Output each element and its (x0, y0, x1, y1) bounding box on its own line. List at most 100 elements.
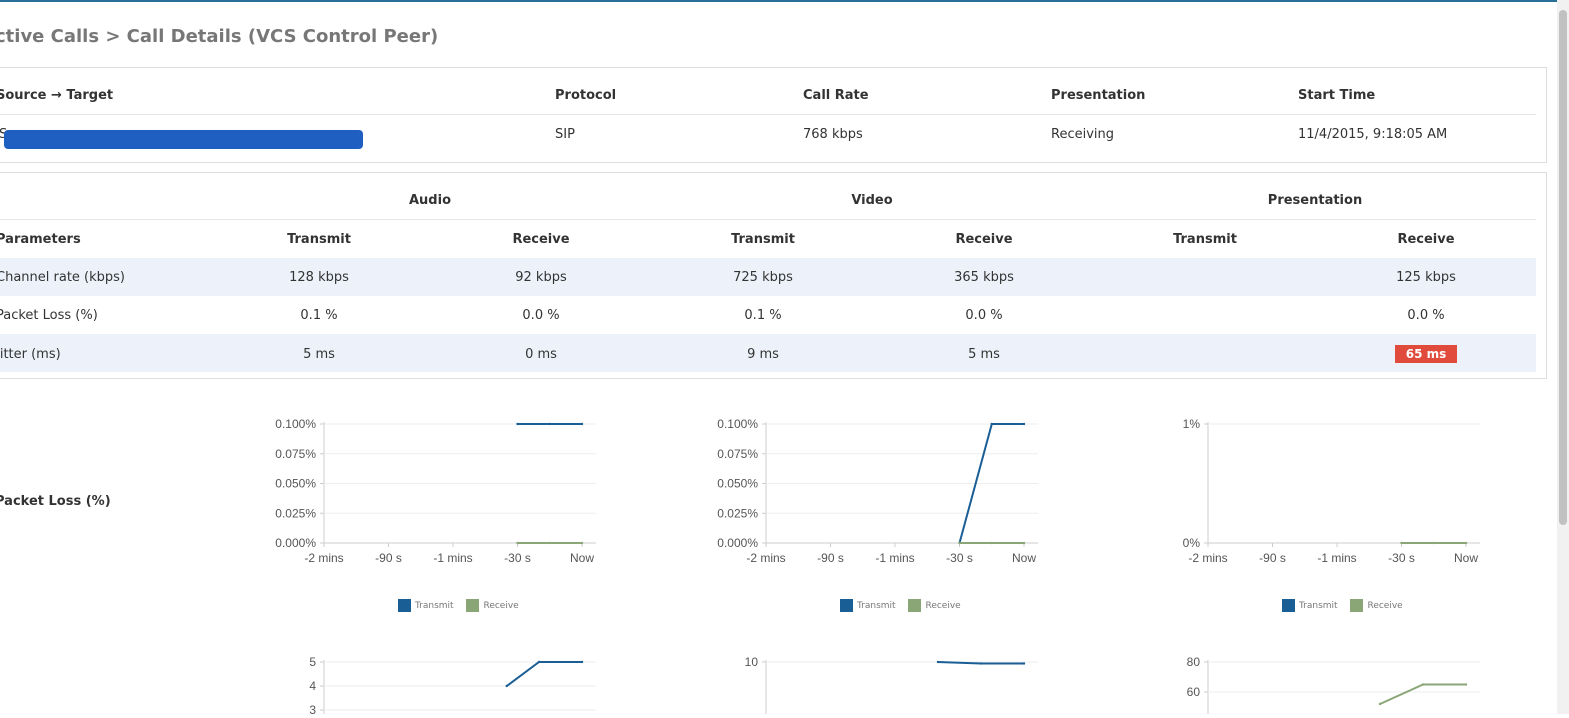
x-tick-label: -90 s (1259, 551, 1286, 565)
legend-receive[interactable]: Receive (908, 599, 961, 612)
chart-svg: 3 4 5 (309, 655, 596, 717)
data-point-transmit (990, 422, 993, 426)
col-header-protocol: Protocol (555, 88, 617, 103)
y-tick-label: 0.025% (717, 506, 758, 520)
divider (0, 114, 1536, 115)
data-point-receive (1400, 541, 1403, 545)
presentation-packet-loss-chart: 0% 1% -2 mins -90 s -1 mins -30 s Now (1144, 415, 1482, 569)
x-tick-label: -30 s (504, 551, 531, 565)
data-point-receive (958, 541, 961, 545)
data-point-receive (1464, 541, 1468, 545)
col-header-video-transmit: Transmit (731, 232, 795, 247)
data-point-transmit (505, 684, 508, 688)
data-point-receive (1464, 683, 1468, 686)
legend-transmit-label: Transmit (1299, 601, 1338, 611)
x-tick-label: -2 mins (1188, 551, 1227, 565)
legend-transmit[interactable]: Transmit (398, 599, 454, 612)
row-label-channel-rate: Channel rate (kbps) (0, 270, 125, 285)
y-tick-label: 0% (1183, 536, 1201, 550)
source-target-value: S (0, 127, 7, 142)
group-presentation: Presentation (1267, 193, 1363, 208)
call-rate-value: 768 kbps (803, 127, 863, 142)
data-point-transmit (548, 422, 551, 426)
chart-svg: 0% 1% -2 mins -90 s -1 mins -30 s Now (1183, 417, 1480, 565)
table-cell: 725 kbps (733, 270, 793, 285)
y-tick-label: 0.075% (275, 447, 316, 461)
y-tick-label: 0.100% (275, 417, 316, 431)
legend-receive[interactable]: Receive (1350, 599, 1403, 612)
x-tick-label: -1 mins (433, 551, 472, 565)
x-tick-label: -30 s (1388, 551, 1415, 565)
table-cell: 0.0 % (522, 308, 560, 323)
legend-receive[interactable]: Receive (466, 599, 519, 612)
y-tick-label: 0.000% (717, 536, 758, 550)
x-tick-label: -90 s (817, 551, 844, 565)
col-header-source-target: Source → Target (0, 88, 114, 103)
call-summary-table: Source → Target Protocol Call Rate Prese… (0, 67, 1547, 163)
data-point-receive (580, 541, 584, 545)
presentation-jitter-chart: 60 80 (1144, 652, 1482, 718)
legend-transmit[interactable]: Transmit (1282, 599, 1338, 612)
data-point-transmit (580, 660, 584, 664)
vertical-scrollbar[interactable] (1557, 0, 1569, 714)
y-tick-label: 0.075% (717, 447, 758, 461)
chart-svg: 10 (745, 655, 1038, 714)
x-tick-label: -2 mins (746, 551, 785, 565)
chart-svg: 60 80 (1187, 655, 1480, 714)
x-tick-label: Now (570, 551, 594, 565)
video-packet-loss-chart: 0.000% 0.025% 0.050% 0.075% 0.100% -2 mins -90… (702, 415, 1040, 569)
table-row-bg (0, 258, 1536, 296)
series-line-transmit (506, 661, 582, 687)
y-tick-label: 0.050% (275, 477, 316, 491)
legend-receive-label: Receive (1367, 601, 1403, 611)
scrollbar-thumb[interactable] (1559, 10, 1567, 525)
start-time-value: 11/4/2015, 9:18:05 AM (1298, 127, 1448, 142)
legend-transmit-label: Transmit (857, 601, 896, 611)
y-tick-label: 0.050% (717, 477, 758, 491)
col-header-presentation: Presentation (1051, 88, 1146, 103)
table-cell: 0.0 % (1407, 308, 1445, 323)
x-tick-label: Now (1454, 551, 1478, 565)
data-point-transmit (516, 422, 519, 426)
x-tick-label: -1 mins (1317, 551, 1356, 565)
group-audio: Audio (408, 193, 452, 208)
packet-loss-chart-label: Packet Loss (%) (0, 494, 111, 509)
y-tick-label: 4 (309, 679, 316, 693)
legend-receive-label: Receive (483, 601, 519, 611)
data-point-receive (548, 541, 551, 545)
col-header-audio-receive: Receive (512, 232, 570, 247)
col-header-presentation-transmit: Transmit (1173, 232, 1237, 247)
y-tick-label: 5 (309, 655, 316, 669)
data-point-transmit (1022, 662, 1026, 665)
table-cell: 92 kbps (515, 270, 567, 285)
group-video: Video (851, 193, 893, 208)
y-tick-label: 0.100% (717, 417, 758, 431)
table-cell: 128 kbps (289, 270, 349, 285)
table-cell: 0.1 % (744, 308, 782, 323)
data-point-receive (1421, 683, 1425, 686)
data-point-receive (1378, 702, 1382, 706)
table-cell: 0 ms (525, 347, 557, 362)
data-point-transmit (537, 660, 541, 664)
data-point-receive (1432, 541, 1435, 545)
row-label-jitter: Jitter (ms) (0, 347, 61, 362)
table-cell: 5 ms (968, 347, 1000, 362)
chart-legend: Transmit Receive (840, 599, 971, 612)
y-tick-label: 60 (1187, 685, 1201, 699)
legend-receive-label: Receive (925, 601, 961, 611)
jitter-alert-badge: 65 ms (1395, 345, 1457, 363)
y-tick-label: 80 (1187, 655, 1201, 669)
col-header-start-time: Start Time (1298, 88, 1376, 103)
table-cell: 5 ms (303, 347, 335, 362)
chart-svg: 0.000% 0.025% 0.050% 0.075% 0.100% -2 mins -90… (717, 417, 1038, 565)
data-point-transmit (936, 660, 940, 664)
data-point-receive (1022, 541, 1026, 545)
table-cell: 125 kbps (1396, 270, 1456, 285)
y-tick-label: 0.025% (275, 506, 316, 520)
table-cell: 0.1 % (300, 308, 338, 323)
redaction-bar (4, 130, 363, 149)
legend-transmit[interactable]: Transmit (840, 599, 896, 612)
data-point-receive (516, 541, 519, 545)
table-cell: 365 kbps (954, 270, 1014, 285)
audio-jitter-chart: 3 4 5 (260, 652, 598, 718)
